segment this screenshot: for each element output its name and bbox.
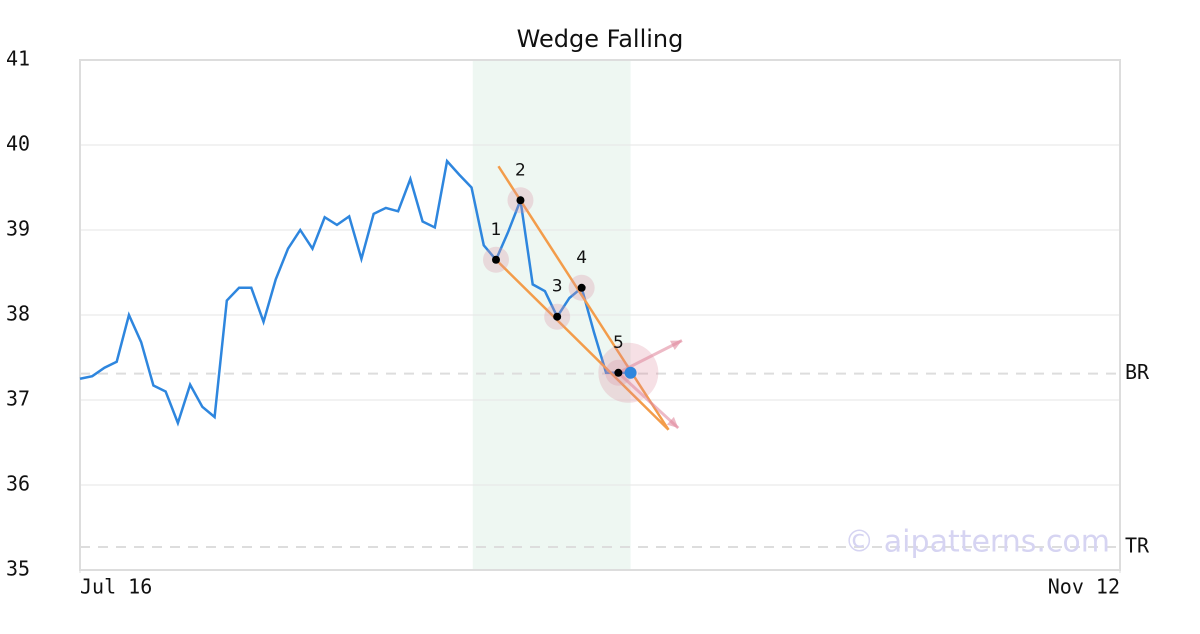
level-label: TR <box>1125 534 1150 558</box>
pattern-point <box>516 196 525 205</box>
point-label: 1 <box>491 220 502 240</box>
y-tick-label: 36 <box>6 472 30 496</box>
point-label: 3 <box>552 277 563 297</box>
trendline <box>497 165 670 431</box>
chart-title: Wedge Falling <box>517 25 684 53</box>
y-tick-label: 37 <box>6 387 30 411</box>
y-tick-label: 35 <box>6 557 30 581</box>
trendline <box>495 258 670 431</box>
watermark: © aipatterns.com <box>844 525 1110 560</box>
last-point <box>624 366 637 379</box>
y-tick-label: 40 <box>6 132 30 156</box>
arrow-head <box>669 340 682 351</box>
y-tick-label: 41 <box>6 47 30 71</box>
point-label: 4 <box>576 248 587 268</box>
point-label: 5 <box>613 333 624 353</box>
pattern-point <box>577 283 586 292</box>
y-tick-label: 39 <box>6 217 30 241</box>
price-line <box>79 158 631 427</box>
pattern-point <box>614 368 623 377</box>
x-tick-label: Nov 12 <box>1048 575 1120 599</box>
level-label: BR <box>1125 360 1150 384</box>
pattern-point <box>553 312 562 321</box>
pattern-point <box>492 255 500 264</box>
x-tick-label: Jul 16 <box>80 575 152 599</box>
projection-arrow <box>617 371 680 430</box>
arrow-head <box>666 416 679 429</box>
y-tick-label: 38 <box>6 302 30 326</box>
plot-frame <box>79 59 1121 571</box>
point-label: 2 <box>515 160 526 180</box>
